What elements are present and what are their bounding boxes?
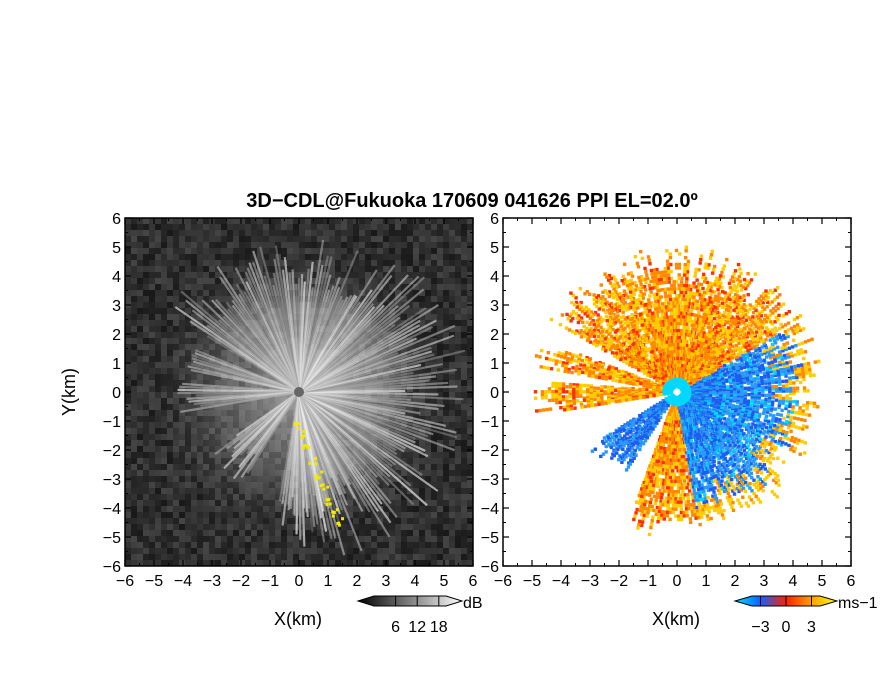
x-tick-label: 5 <box>440 573 449 590</box>
y-tick-label: 4 <box>112 269 121 286</box>
x-tick-label: −3 <box>581 573 599 590</box>
y-tick-label: 2 <box>112 327 121 344</box>
x-tick-labels: −6 −5 −4 −3 −2 −1 0 1 2 3 4 5 6 <box>116 573 478 590</box>
y-tick-labels: 6 5 4 3 2 1 0 −1 −2 −3 −4 −5 −6 <box>103 211 121 576</box>
panel-backscatter: −6 −5 −4 −3 −2 −1 0 1 2 3 4 5 6 6543210−1−2−3−4−5−6 … <box>59 211 483 636</box>
y-tick-label: −6 <box>103 559 121 576</box>
x-tick-label: 5 <box>818 573 827 590</box>
y-tick-label: −3 <box>481 472 499 489</box>
colorbar-unit: ms−1 <box>838 595 878 612</box>
x-tick-label: −1 <box>261 573 279 590</box>
x-tick-label: 1 <box>324 573 333 590</box>
y-tick-label: −2 <box>481 443 499 460</box>
x-tick-label: −5 <box>523 573 541 590</box>
x-tick-labels: −6 −5 −4 −3 −2 −1 0 1 2 3 4 5 6 6 5 4 3 2 1 0 −1 −2 −3 −4 −5 −6 <box>481 211 856 590</box>
x-tick-label: 6 <box>847 573 856 590</box>
colorbar-backscatter: 6 12 18 dB <box>356 595 483 636</box>
x-tick-label: 6 <box>469 573 478 590</box>
x-tick-label: −5 <box>145 573 163 590</box>
y-tick-label: 4 <box>490 269 499 286</box>
y-tick-label: 6 <box>112 211 121 228</box>
colorbar-tick-label: 18 <box>430 619 448 636</box>
x-tick-label: 3 <box>382 573 391 590</box>
x-tick-label: −4 <box>552 573 570 590</box>
y-tick-label: −5 <box>103 530 121 547</box>
x-axis-label: X(km) <box>652 609 700 629</box>
x-tick-label: −3 <box>203 573 221 590</box>
colorbar-tick-label: 12 <box>408 619 426 636</box>
tick-marks <box>502 217 852 567</box>
radar-center-marker <box>294 387 304 397</box>
y-tick-label: 1 <box>112 356 121 373</box>
y-tick-label: 2 <box>490 327 499 344</box>
colorbar-ticks: −3 0 3 <box>751 596 816 636</box>
y-tick-label: 6 <box>490 211 499 228</box>
y-tick-label: −2 <box>103 443 121 460</box>
y-tick-label: −1 <box>481 414 499 431</box>
x-tick-label: 2 <box>731 573 740 590</box>
y-axis-label: Y(km) <box>59 368 79 416</box>
x-tick-label: −6 <box>116 573 134 590</box>
y-tick-label: −4 <box>481 501 499 518</box>
tick-marks <box>124 217 474 567</box>
velocity-layer <box>533 245 821 537</box>
x-tick-label: −1 <box>639 573 657 590</box>
y-tick-label: 0 <box>490 385 499 402</box>
y-tick-label: −5 <box>481 530 499 547</box>
colorbar-ticks: 6 12 18 <box>391 596 448 636</box>
x-axis-label: X(km) <box>274 609 322 629</box>
y-tick-label: −6 <box>481 559 499 576</box>
x-tick-label: 4 <box>411 573 420 590</box>
x-tick-label: 1 <box>702 573 711 590</box>
x-tick-label: 0 <box>295 573 304 590</box>
y-tick-label: 1 <box>490 356 499 373</box>
x-tick-label: −4 <box>174 573 192 590</box>
x-tick-label: −6 <box>494 573 512 590</box>
y-tick-label: −4 <box>103 501 121 518</box>
chart-title: 3D−CDL@Fukuoka 170609 041626 PPI EL=02.0… <box>246 190 698 212</box>
x-tick-label: −2 <box>232 573 250 590</box>
y-tick-label: 3 <box>112 298 121 315</box>
colorbar-tick-label: 3 <box>807 619 816 636</box>
x-tick-label: −2 <box>610 573 628 590</box>
x-tick-label: 0 <box>673 573 682 590</box>
y-tick-label: 5 <box>490 240 499 257</box>
highlight-layer <box>293 421 345 527</box>
y-tick-label: −3 <box>103 472 121 489</box>
colorbar-unit: dB <box>463 595 483 612</box>
colorbar-tick-label: 6 <box>391 619 400 636</box>
x-tick-label: 2 <box>353 573 362 590</box>
x-tick-label: 4 <box>789 573 798 590</box>
colorbar-tick-label: −3 <box>751 619 769 636</box>
colorbar-velocity: −3 0 3 ms−1 <box>733 595 878 636</box>
y-tick-label: 3 <box>490 298 499 315</box>
colorbar-bar <box>356 595 464 607</box>
y-tick-label: 5 <box>112 240 121 257</box>
colorbar-tick-label: 0 <box>782 619 791 636</box>
panel-radial-velocity: −6 −5 −4 −3 −2 −1 0 1 2 3 4 5 6 6 5 4 3 2 1 0 −1 −2 −3 −4 −5 −6 X… <box>481 211 878 636</box>
x-tick-label: 3 <box>760 573 769 590</box>
y-tick-label: −1 <box>103 414 121 431</box>
y-tick-label: 0 <box>112 385 121 402</box>
